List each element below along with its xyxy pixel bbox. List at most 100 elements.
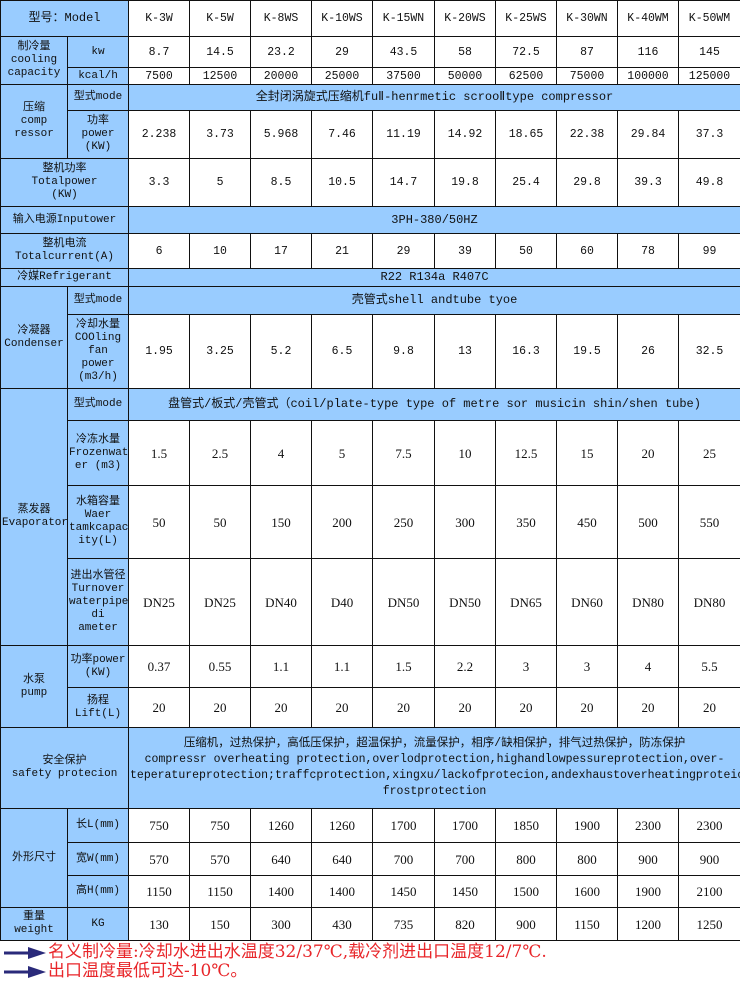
cell-value: 570 (189, 842, 252, 876)
cell-value: 43.5 (372, 36, 436, 68)
cell-value: 19.5 (556, 314, 619, 389)
row-sub-label: 长L(mm) (66, 808, 130, 843)
cell-value: 29.8 (556, 158, 619, 207)
cell-value: 2.238 (128, 110, 191, 159)
cell-value: 3 (495, 645, 558, 688)
spec-row: 进出水管径 Turnover waterpipe di ameter DN25 DN… (1, 558, 740, 646)
row-group-label: 外形尺寸 (0, 808, 68, 908)
cell-value: 25.4 (495, 158, 558, 207)
cell-value: 23.2 (250, 36, 313, 68)
cell-value: 1.1 (250, 645, 313, 688)
cell-value: 3.25 (189, 314, 252, 389)
spec-row: 水泵 pump 功率power (KW) 0.37 0.55 1.1 1.1 1.5 2.2 3… (0, 645, 740, 728)
spec-row: 宽W(mm) 570 570 640 640 700 700 800 800 900 900 (1, 842, 740, 876)
cell-value: 900 (678, 842, 740, 876)
row-group-label: 水泵 pump (0, 645, 68, 728)
cell-value: 1.1 (311, 645, 374, 688)
cell-value: 7500 (128, 67, 191, 85)
cell-value: 19.8 (434, 158, 497, 207)
cell-value: 640 (250, 842, 313, 876)
cell-value: 2.2 (434, 645, 497, 688)
row-span-value: 全封闭涡旋式压缩机fuⅡ-henrmetic scrooⅡtype compre… (128, 84, 740, 111)
row-sub-label: kcal/h (66, 67, 130, 85)
cell-value: 20 (434, 687, 497, 728)
cell-value: 11.19 (372, 110, 436, 159)
cell-value: 8.7 (128, 36, 191, 68)
cell-value: 78 (617, 233, 680, 269)
cell-value: 25 (678, 420, 740, 486)
row-span-value: 盘管式/板式/壳管式（coil/plate-type type of metre… (128, 388, 740, 421)
cell-value: 1900 (556, 808, 619, 843)
cell-value: 1250 (678, 907, 740, 941)
spec-row: 安全保护 safety protecion 压缩机，过热保护，高低压保护，超温保护… (0, 727, 740, 809)
cell-value: 20 (311, 687, 374, 728)
cell-value: 116 (617, 36, 680, 68)
cell-value: 29 (372, 233, 436, 269)
cell-value: D40 (311, 558, 374, 646)
cell-value: 1450 (372, 875, 436, 908)
row-sub-label: 型式mode (66, 388, 130, 421)
cell-value: 750 (128, 808, 191, 843)
cell-value: 50 (128, 485, 191, 559)
note-text: 名义制冷量:冷却水进出水温度32/37℃,载冷剂进出口温度12/7℃. (48, 942, 547, 962)
model-name: K-50WM (678, 0, 740, 37)
cell-value: 2300 (617, 808, 680, 843)
cell-value: 14.5 (189, 36, 252, 68)
cell-value: 500 (617, 485, 680, 559)
row-group-label: 冷凝器 Condenser (0, 286, 68, 389)
cell-value: 39 (434, 233, 497, 269)
cell-value: 700 (434, 842, 497, 876)
cell-value: 50000 (434, 67, 497, 85)
cell-value: 1200 (617, 907, 680, 941)
cell-value: 750 (189, 808, 252, 843)
cell-value: 99 (678, 233, 740, 269)
cell-value: 21 (311, 233, 374, 269)
cell-value: 1500 (495, 875, 558, 908)
cell-value: 8.5 (250, 158, 313, 207)
row-span-value: 3PH-380/50HZ (128, 206, 740, 234)
cell-value: 20 (617, 687, 680, 728)
cell-value: 4 (617, 645, 680, 688)
cell-value: 700 (372, 842, 436, 876)
row-sub-label: 冷却水量 COOling fan power (m3/h) (66, 314, 130, 389)
cell-value: 1850 (495, 808, 558, 843)
spec-row: 压缩 comp ressor 型式mode 全封闭涡旋式压缩机fuⅡ-henrmet… (0, 84, 740, 159)
cell-value: 7.46 (311, 110, 374, 159)
cell-value: 800 (556, 842, 619, 876)
cell-value: 1400 (311, 875, 374, 908)
row-sub-label: 宽W(mm) (66, 842, 130, 876)
cell-value: 300 (434, 485, 497, 559)
spec-row: 外形尺寸 长L(mm) 750 750 1260 1260 1700 1700 1850 1900… (0, 808, 740, 908)
cell-value: 1.5 (372, 645, 436, 688)
cell-value: DN80 (678, 558, 740, 646)
cell-value: 17 (250, 233, 313, 269)
row-sub-label: 高H(mm) (66, 875, 130, 908)
cell-value: 14.7 (372, 158, 436, 207)
model-name: K-10WS (311, 0, 374, 37)
spec-row: 高H(mm) 1150 1150 1400 1400 1450 1450 1500 1600 19… (1, 875, 740, 908)
row-group-label: 制冷量 cooling capacity (0, 36, 68, 85)
cell-value: 14.92 (434, 110, 497, 159)
spec-row: 制冷量 cooling capacity kw 8.7 14.5 23.2 29 43.5 5… (0, 36, 740, 85)
cell-value: 50 (495, 233, 558, 269)
cell-value: 800 (495, 842, 558, 876)
cell-value: DN50 (372, 558, 436, 646)
row-sub-label: kw (66, 36, 130, 68)
cell-value: 12.5 (495, 420, 558, 486)
cell-value: 15 (556, 420, 619, 486)
cell-value: 0.55 (189, 645, 252, 688)
cell-value: 820 (434, 907, 497, 941)
cell-value: 37500 (372, 67, 436, 85)
cell-value: DN25 (189, 558, 252, 646)
spec-row: 扬程 Lift(L) 20 20 20 20 20 20 20 20 20 20 (1, 687, 740, 728)
cell-value: 450 (556, 485, 619, 559)
cell-value: 87 (556, 36, 619, 68)
cell-value: 2.5 (189, 420, 252, 486)
row-group-label: 蒸发器 Evaporator (0, 388, 68, 646)
cell-value: 20 (678, 687, 740, 728)
spec-row: kcal/h 7500 12500 20000 25000 37500 50000 62500… (1, 67, 740, 85)
cell-value: 10.5 (311, 158, 374, 207)
cell-value: 13 (434, 314, 497, 389)
model-header-label: 型号：Model (0, 0, 130, 37)
cell-value: 20 (495, 687, 558, 728)
